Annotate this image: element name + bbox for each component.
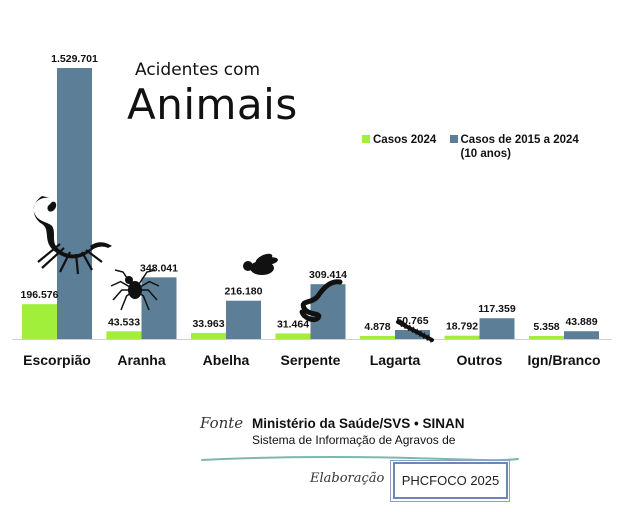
data-label-series1-0: 196.576	[21, 289, 59, 301]
elaboration-box: PHCFOCO 2025	[390, 460, 510, 502]
bar-series2-1	[141, 277, 177, 339]
category-label-2: Abelha	[203, 352, 250, 368]
legend-note-series2: (10 anos)	[460, 148, 512, 160]
data-label-series2-0: 1.529.701	[51, 53, 98, 65]
data-label-series2-2: 216.180	[225, 286, 263, 298]
data-label-series1-4: 4.878	[364, 321, 390, 333]
legend-item-series2: Casos de 2015 a 2024 (10 anos)	[449, 134, 579, 160]
source-label: Fonte	[200, 414, 244, 432]
elaboration-label: Elaboração	[310, 471, 385, 486]
bar-series1-2	[191, 332, 226, 339]
legend-item-series1: Casos 2024	[362, 134, 436, 146]
data-label-series1-1: 43.533	[108, 316, 140, 328]
bar-series1-3	[275, 333, 311, 339]
legend: Casos 2024 Casos de 2015 a 2024 (10 anos…	[362, 134, 589, 160]
bar-series1-1	[106, 331, 142, 339]
chart-title-line1: Acidentes com	[135, 60, 261, 80]
category-label-4: Lagarta	[370, 352, 421, 368]
category-label-3: Serpente	[281, 352, 341, 368]
legend-swatch-series2	[449, 135, 458, 143]
bar-series2-5	[479, 318, 515, 339]
legend-label-series1: Casos 2024	[373, 134, 437, 146]
data-label-series2-5: 117.359	[478, 303, 516, 315]
bar-series2-0	[57, 68, 92, 339]
bar-series1-4	[360, 336, 395, 339]
data-label-series1-6: 5.358	[533, 321, 559, 333]
category-label-6: Ign/Branco	[527, 352, 600, 368]
data-label-series1-5: 18.792	[446, 321, 478, 333]
source-system: Sistema de Informação de Agravos de	[252, 433, 456, 447]
legend-swatch-series1	[362, 135, 370, 143]
data-label-series1-2: 33.963	[192, 318, 224, 330]
category-label-5: Outros	[457, 352, 503, 368]
bar-series2-4	[395, 330, 430, 339]
data-label-series2-6: 43.889	[565, 316, 597, 328]
bar-series2-2	[226, 300, 261, 339]
bar-series1-5	[444, 335, 480, 339]
scorpion-icon	[33, 196, 112, 275]
data-label-series2-3: 309.414	[309, 269, 347, 281]
data-label-series2-1: 348.041	[140, 262, 178, 274]
bar-series2-3	[310, 284, 346, 339]
chart-title-line2: Animais	[127, 80, 298, 129]
snake-icon	[299, 279, 343, 323]
category-label-0: Escorpião	[23, 352, 91, 368]
bee-icon	[243, 253, 278, 275]
caterpillar-icon	[396, 318, 434, 343]
source-block: Fonte Ministério da Saúde/SVS • SINAN Si…	[200, 414, 465, 447]
spider-icon	[110, 269, 160, 311]
bar-series2-6	[564, 331, 599, 339]
bar-series1-0	[22, 304, 57, 339]
category-label-1: Aranha	[117, 352, 165, 368]
data-label-series1-3: 31.464	[277, 318, 309, 330]
source-organization: Ministério da Saúde/SVS • SINAN	[252, 416, 465, 431]
legend-label-series2: Casos de 2015 a 2024	[460, 134, 579, 146]
bar-series1-6	[529, 336, 564, 339]
